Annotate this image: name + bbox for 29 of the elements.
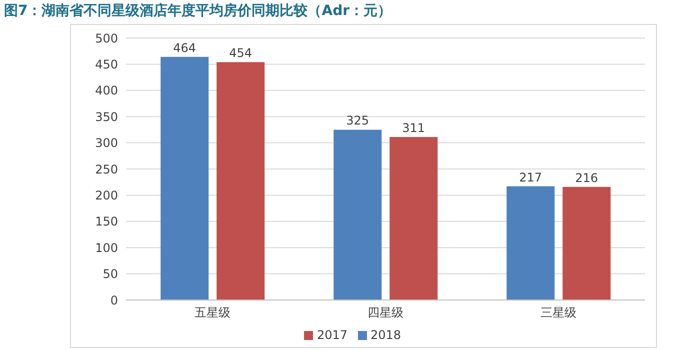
bar <box>334 130 382 300</box>
y-tick-label: 50 <box>102 267 118 282</box>
bar <box>390 137 438 300</box>
data-label: 454 <box>229 46 252 60</box>
legend-label: 2018 <box>370 328 402 342</box>
bar <box>216 62 265 300</box>
chart-title: 图7：湖南省不同星级酒店年度平均房价同期比较（Adr：元） <box>4 2 392 20</box>
y-tick-label: 500 <box>95 31 118 46</box>
data-label: 325 <box>346 114 370 128</box>
x-tick-label: 三星级 <box>540 306 576 320</box>
data-label: 217 <box>519 170 542 184</box>
y-tick-label: 350 <box>95 110 118 124</box>
y-tick-label: 200 <box>95 188 118 202</box>
bar <box>506 186 555 300</box>
y-tick-label: 300 <box>95 136 118 150</box>
y-tick-label: 450 <box>95 57 118 72</box>
legend-label: 2017 <box>316 328 348 342</box>
y-tick-label: 0 <box>110 293 118 308</box>
data-label: 216 <box>575 170 598 185</box>
x-tick-label: 四星级 <box>368 306 404 320</box>
bar <box>562 186 611 300</box>
y-tick-label: 400 <box>95 84 118 98</box>
y-tick-label: 250 <box>95 162 118 176</box>
data-label: 464 <box>173 40 196 55</box>
data-label: 311 <box>402 121 426 136</box>
y-tick-label: 150 <box>95 214 118 229</box>
bar <box>160 56 209 300</box>
x-tick-label: 五星级 <box>194 306 230 320</box>
y-tick-label: 100 <box>95 240 118 255</box>
